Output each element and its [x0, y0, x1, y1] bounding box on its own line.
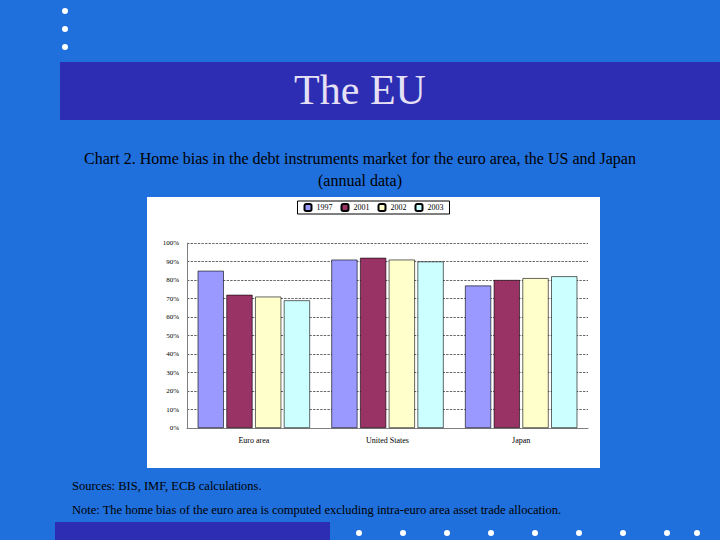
svg-text:Euro area: Euro area: [238, 436, 269, 445]
svg-text:90%: 90%: [166, 258, 179, 266]
html-text:Sources: BIS, IMF, ECB calcula: Sources: BIS, IMF, ECB calculations.: [72, 479, 262, 493]
svg-text:2001: 2001: [354, 203, 370, 212]
svg-text:10%: 10%: [166, 406, 179, 414]
svg-text:0%: 0%: [170, 424, 180, 432]
svg-text:80%: 80%: [166, 276, 179, 284]
svg-text:50%: 50%: [166, 332, 179, 340]
svg-text:30%: 30%: [166, 369, 179, 377]
html-text:Chart 2. Home bias in the debt: Chart 2. Home bias in the debt instrumen…: [84, 150, 636, 189]
svg-text:2003: 2003: [428, 203, 444, 212]
svg-text:1997: 1997: [317, 203, 333, 212]
svg-text:70%: 70%: [166, 295, 179, 303]
svg-text:40%: 40%: [166, 350, 179, 358]
svg-text:20%: 20%: [166, 387, 179, 395]
svg-text:United States: United States: [366, 436, 409, 445]
html-text:The EU: The EU: [294, 67, 426, 113]
html-text:Note: The home bias of the eur: Note: The home bias of the euro area is …: [72, 503, 562, 517]
svg-text:60%: 60%: [166, 313, 179, 321]
svg-text:2002: 2002: [391, 203, 407, 212]
svg-text:Japan: Japan: [512, 436, 530, 445]
svg-text:100%: 100%: [163, 239, 180, 247]
